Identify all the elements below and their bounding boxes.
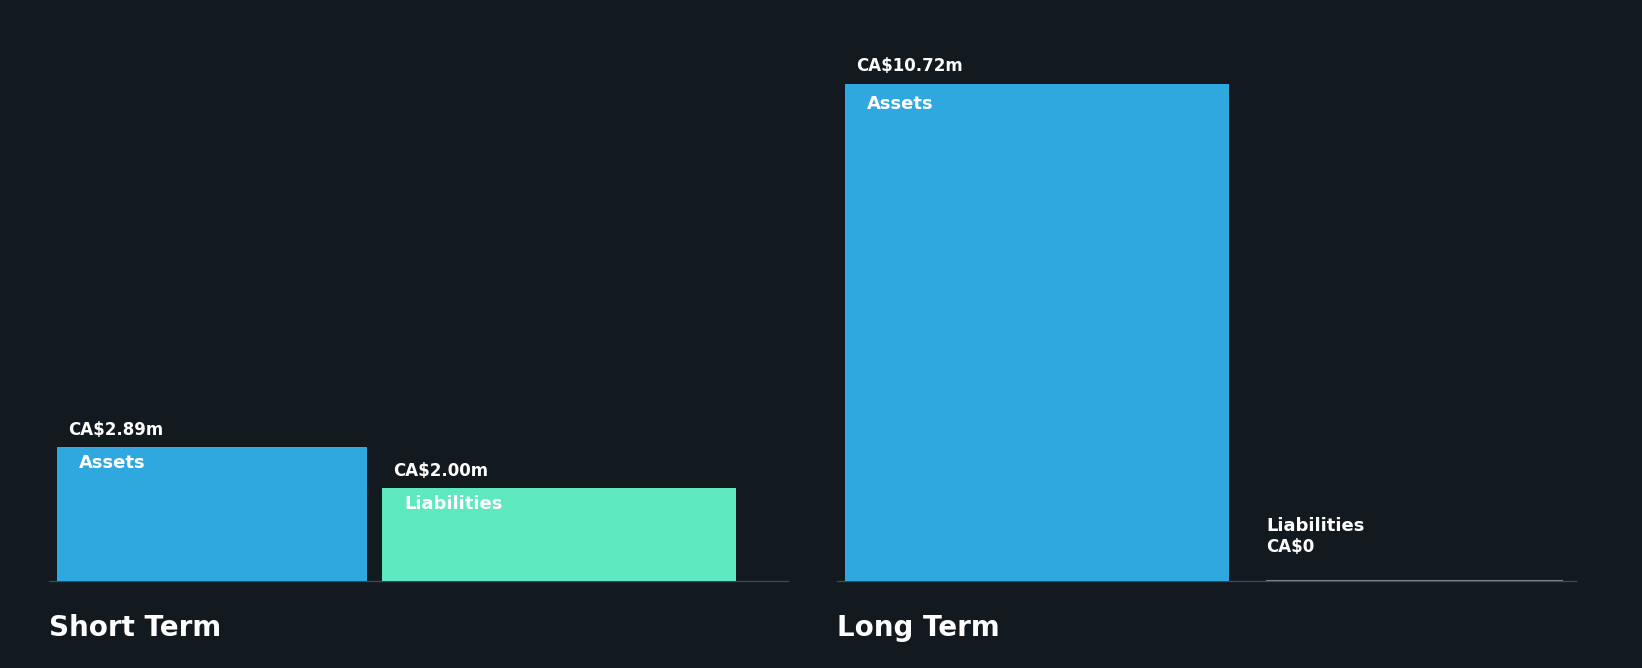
Text: Assets: Assets xyxy=(79,454,146,472)
Text: CA$10.72m: CA$10.72m xyxy=(855,57,962,75)
Text: CA$2.00m: CA$2.00m xyxy=(392,462,488,480)
Bar xyxy=(846,84,1230,581)
Bar xyxy=(56,447,368,581)
Text: Liabilities: Liabilities xyxy=(404,495,502,513)
Bar xyxy=(381,488,737,581)
Text: Liabilities: Liabilities xyxy=(1266,517,1365,535)
Text: Long Term: Long Term xyxy=(837,614,1000,642)
Text: CA$0: CA$0 xyxy=(1266,538,1314,556)
Text: Assets: Assets xyxy=(867,95,934,113)
Text: CA$2.89m: CA$2.89m xyxy=(67,421,163,439)
Text: Short Term: Short Term xyxy=(49,614,222,642)
